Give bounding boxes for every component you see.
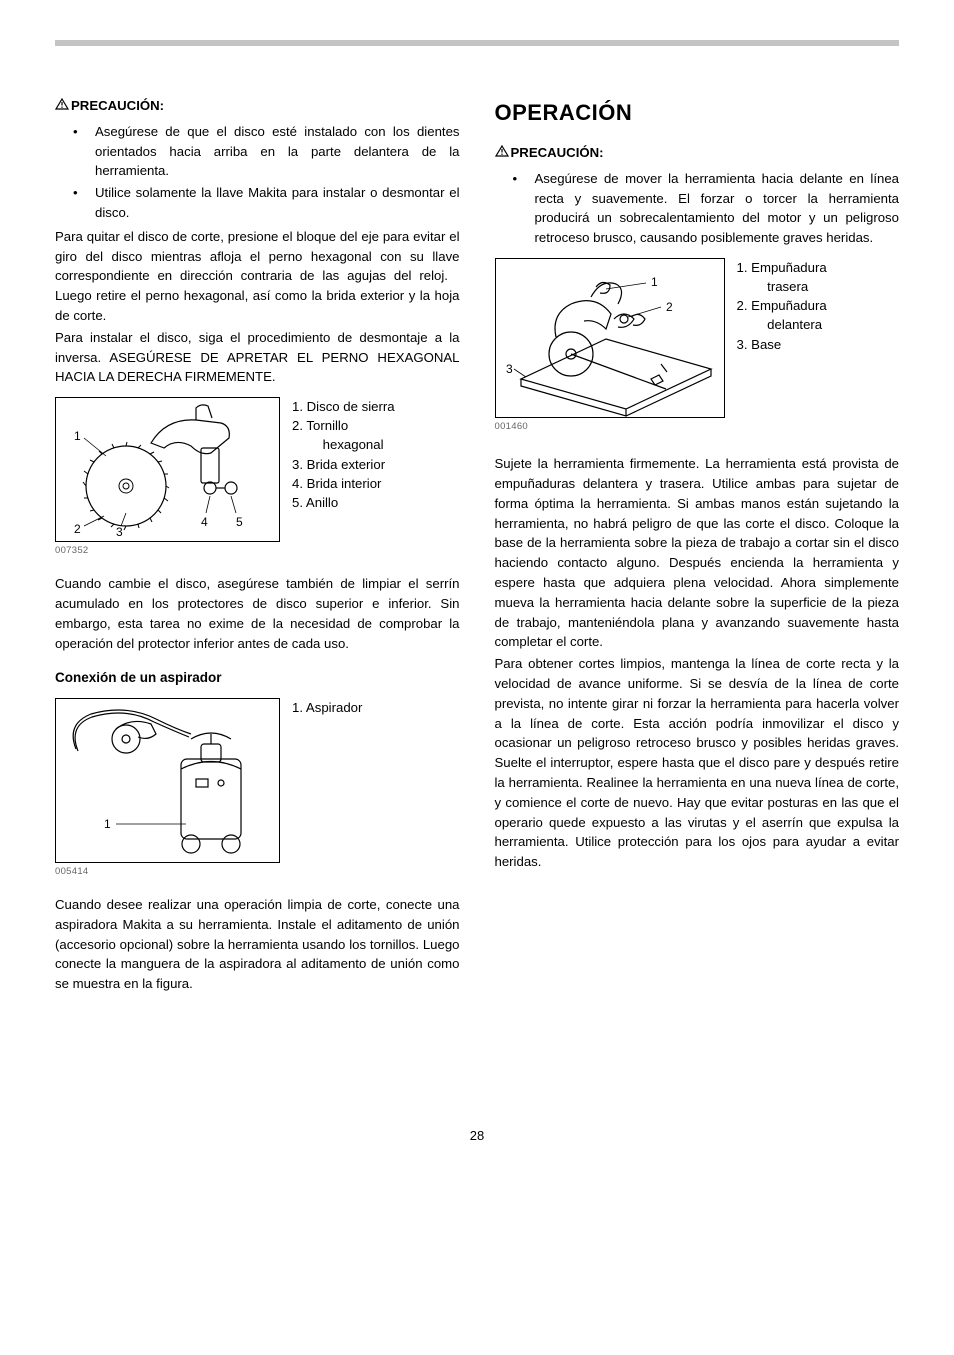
bullet-item: Asegúrese de mover la herramienta hacia … bbox=[513, 169, 900, 248]
bullet-item: Utilice solamente la llave Makita para i… bbox=[73, 183, 460, 223]
legend-item: 1. Empuñadura bbox=[737, 258, 827, 277]
legend-item: 2. Empuñadura bbox=[737, 296, 827, 315]
main-heading-operation: OPERACIÓN bbox=[495, 96, 900, 129]
figure-2-box: 1 bbox=[55, 698, 280, 863]
page-number: 28 bbox=[55, 1126, 899, 1146]
svg-text:4: 4 bbox=[201, 515, 208, 529]
figure-1-legend: 1. Disco de sierra 2. Tornillo hexagonal… bbox=[292, 397, 395, 512]
top-divider bbox=[55, 40, 899, 46]
figure-1-wrapper: 1 2 3 4 5 007352 bbox=[55, 397, 280, 558]
legend-item: 1. Disco de sierra bbox=[292, 397, 395, 416]
legend-item: trasera bbox=[737, 277, 827, 296]
figure-3-wrapper: 1 2 3 001460 bbox=[495, 258, 725, 434]
legend-item: 4. Brida interior bbox=[292, 474, 395, 493]
figure-2-row: 1 005414 1. Aspirador bbox=[55, 698, 460, 879]
figure-1-row: 1 2 3 4 5 007352 1. Disco de sierra 2. T… bbox=[55, 397, 460, 558]
caution-bullets-right: Asegúrese de mover la herramienta hacia … bbox=[495, 169, 900, 248]
figure-3-caption: 001460 bbox=[495, 420, 725, 434]
bullet-item: Asegúrese de que el disco esté instalado… bbox=[73, 122, 460, 181]
body-paragraph: Cuando cambie el disco, asegúrese tambié… bbox=[55, 574, 460, 653]
body-paragraph: Cuando desee realizar una operación limp… bbox=[55, 895, 460, 994]
body-paragraph: Sujete la herramienta firmemente. La her… bbox=[495, 454, 900, 652]
content-columns: PRECAUCIÓN: Asegúrese de que el disco es… bbox=[55, 96, 899, 996]
svg-text:1: 1 bbox=[74, 429, 81, 443]
legend-item: 5. Anillo bbox=[292, 493, 395, 512]
legend-item: 3. Base bbox=[737, 335, 827, 354]
figure-3-row: 1 2 3 001460 1. Empuñadura trasera 2. Em… bbox=[495, 258, 900, 434]
figure-1-box: 1 2 3 4 5 bbox=[55, 397, 280, 542]
caution-heading-right: PRECAUCIÓN: bbox=[495, 143, 900, 163]
figure-2-caption: 005414 bbox=[55, 865, 280, 879]
figure-1-caption: 007352 bbox=[55, 544, 280, 558]
svg-text:1: 1 bbox=[651, 275, 658, 289]
body-paragraph: Para instalar el disco, siga el procedim… bbox=[55, 328, 460, 387]
body-paragraph: Para quitar el disco de corte, presione … bbox=[55, 227, 460, 326]
svg-text:2: 2 bbox=[666, 300, 673, 314]
legend-item: 3. Brida exterior bbox=[292, 455, 395, 474]
figure-2-wrapper: 1 005414 bbox=[55, 698, 280, 879]
legend-item: delantera bbox=[737, 315, 827, 334]
caution-label: PRECAUCIÓN: bbox=[511, 145, 604, 160]
left-column: PRECAUCIÓN: Asegúrese de que el disco es… bbox=[55, 96, 460, 996]
warning-triangle-icon bbox=[495, 145, 509, 157]
caution-heading-left: PRECAUCIÓN: bbox=[55, 96, 460, 116]
svg-text:2: 2 bbox=[74, 522, 81, 536]
figure-2-legend: 1. Aspirador bbox=[292, 698, 362, 717]
warning-triangle-icon bbox=[55, 98, 69, 110]
legend-item: 2. Tornillo bbox=[292, 416, 395, 435]
figure-3-box: 1 2 3 bbox=[495, 258, 725, 418]
section-heading-vacuum: Conexión de un aspirador bbox=[55, 668, 460, 688]
legend-item: hexagonal bbox=[292, 435, 395, 454]
figure-3-legend: 1. Empuñadura trasera 2. Empuñadura dela… bbox=[737, 258, 827, 354]
caution-label: PRECAUCIÓN: bbox=[71, 98, 164, 113]
legend-item: 1. Aspirador bbox=[292, 698, 362, 717]
right-column: OPERACIÓN PRECAUCIÓN: Asegúrese de mover… bbox=[495, 96, 900, 996]
body-paragraph: Para obtener cortes limpios, mantenga la… bbox=[495, 654, 900, 872]
caution-bullets-left: Asegúrese de que el disco esté instalado… bbox=[55, 122, 460, 223]
svg-text:5: 5 bbox=[236, 515, 243, 529]
svg-text:3: 3 bbox=[116, 525, 123, 539]
svg-text:3: 3 bbox=[506, 362, 513, 376]
svg-text:1: 1 bbox=[104, 817, 111, 831]
